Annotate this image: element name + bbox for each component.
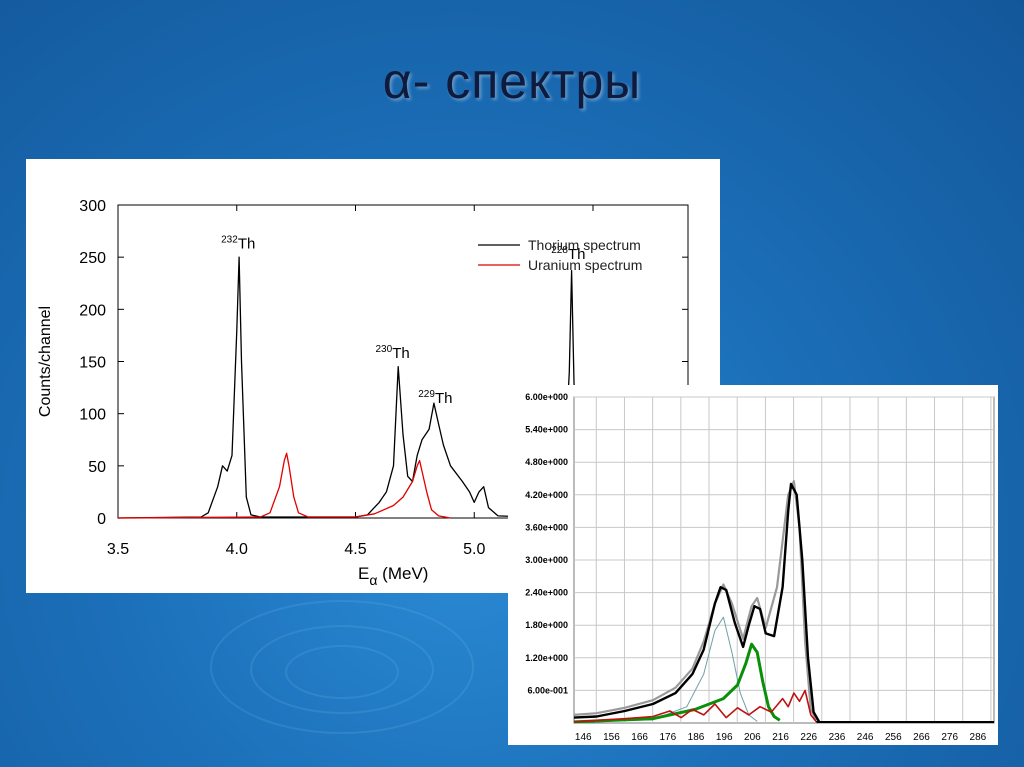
- y-tick-label: 3.60e+000: [525, 522, 568, 532]
- peak-deconvolution-chart: 146 156 166 176 186 196 206 216 226 236 246 256 266 2…: [508, 385, 998, 745]
- x-tick-label: 246: [857, 732, 874, 743]
- x-tick-label: 216: [772, 732, 789, 743]
- y-tick-label: 150: [79, 355, 106, 372]
- legend-label: Uranium spectrum: [528, 257, 642, 273]
- y-tick-label: 200: [79, 302, 106, 319]
- x-tick-label: 286: [970, 732, 987, 743]
- y-tick-label: 6.00e+000: [525, 392, 568, 402]
- legend-label: Thorium spectrum: [528, 237, 641, 253]
- x-tick-label: 5.0: [463, 541, 485, 558]
- series-line-3: [573, 616, 758, 723]
- y-tick-label: 3.00e+000: [525, 555, 568, 565]
- peak-label: 230Th: [376, 344, 410, 362]
- y-tick-label: 5.40e+000: [525, 425, 568, 435]
- y-tick-label: 1.20e+000: [525, 653, 568, 663]
- y-tick-label: 50: [88, 459, 106, 476]
- background-ripple: [285, 645, 399, 699]
- x-tick-label: 146: [575, 732, 592, 743]
- y-axis-label: Counts/channel: [37, 306, 54, 417]
- x-tick-label: 266: [913, 732, 930, 743]
- y-tick-label: 4.20e+000: [525, 490, 568, 500]
- series-line-5: [573, 689, 818, 723]
- y-tick-label: 4.80e+000: [525, 457, 568, 467]
- y-tick-label: 300: [79, 198, 106, 215]
- y-tick-label: 100: [79, 407, 106, 424]
- series-line-2: [573, 482, 821, 723]
- x-tick-label: 176: [659, 732, 676, 743]
- x-tick-label: 276: [941, 732, 958, 743]
- background-ripple: [210, 600, 474, 734]
- y-tick-label: 1.80e+000: [525, 620, 568, 630]
- x-tick-label: 156: [603, 732, 620, 743]
- x-tick-label: 236: [829, 732, 846, 743]
- x-tick-label: 4.0: [226, 541, 248, 558]
- x-tick-label: 226: [800, 732, 817, 743]
- y-tick-label: 0: [97, 511, 106, 528]
- x-tick-label: 166: [631, 732, 648, 743]
- y-tick-label: 2.40e+000: [525, 588, 568, 598]
- x-tick-label: 256: [885, 732, 902, 743]
- series-line-2: [117, 452, 451, 519]
- x-tick-label: 4.5: [344, 541, 366, 558]
- x-axis-label: Eα (MeV): [358, 564, 428, 588]
- peak-label: 229Th: [418, 389, 452, 407]
- chart-a-svg: 0501001502002503003.54.04.55.05.5Counts/…: [37, 198, 689, 588]
- x-tick-label: 206: [744, 732, 761, 743]
- y-tick-label: 6.00e-001: [527, 685, 568, 695]
- background-ripple: [250, 625, 434, 714]
- peak-label: 228Th: [551, 245, 585, 263]
- slide-title: α- спектры: [382, 53, 642, 109]
- x-tick-label: 3.5: [107, 541, 129, 558]
- peak-label: 232Th: [221, 235, 255, 253]
- x-tick-label: 186: [688, 732, 705, 743]
- x-tick-label: 196: [716, 732, 733, 743]
- series-line-4: [573, 642, 781, 724]
- y-tick-label: 250: [79, 250, 106, 267]
- chart-b-svg: 146 156 166 176 186 196 206 216 226 236 246 256 266 2…: [525, 392, 995, 743]
